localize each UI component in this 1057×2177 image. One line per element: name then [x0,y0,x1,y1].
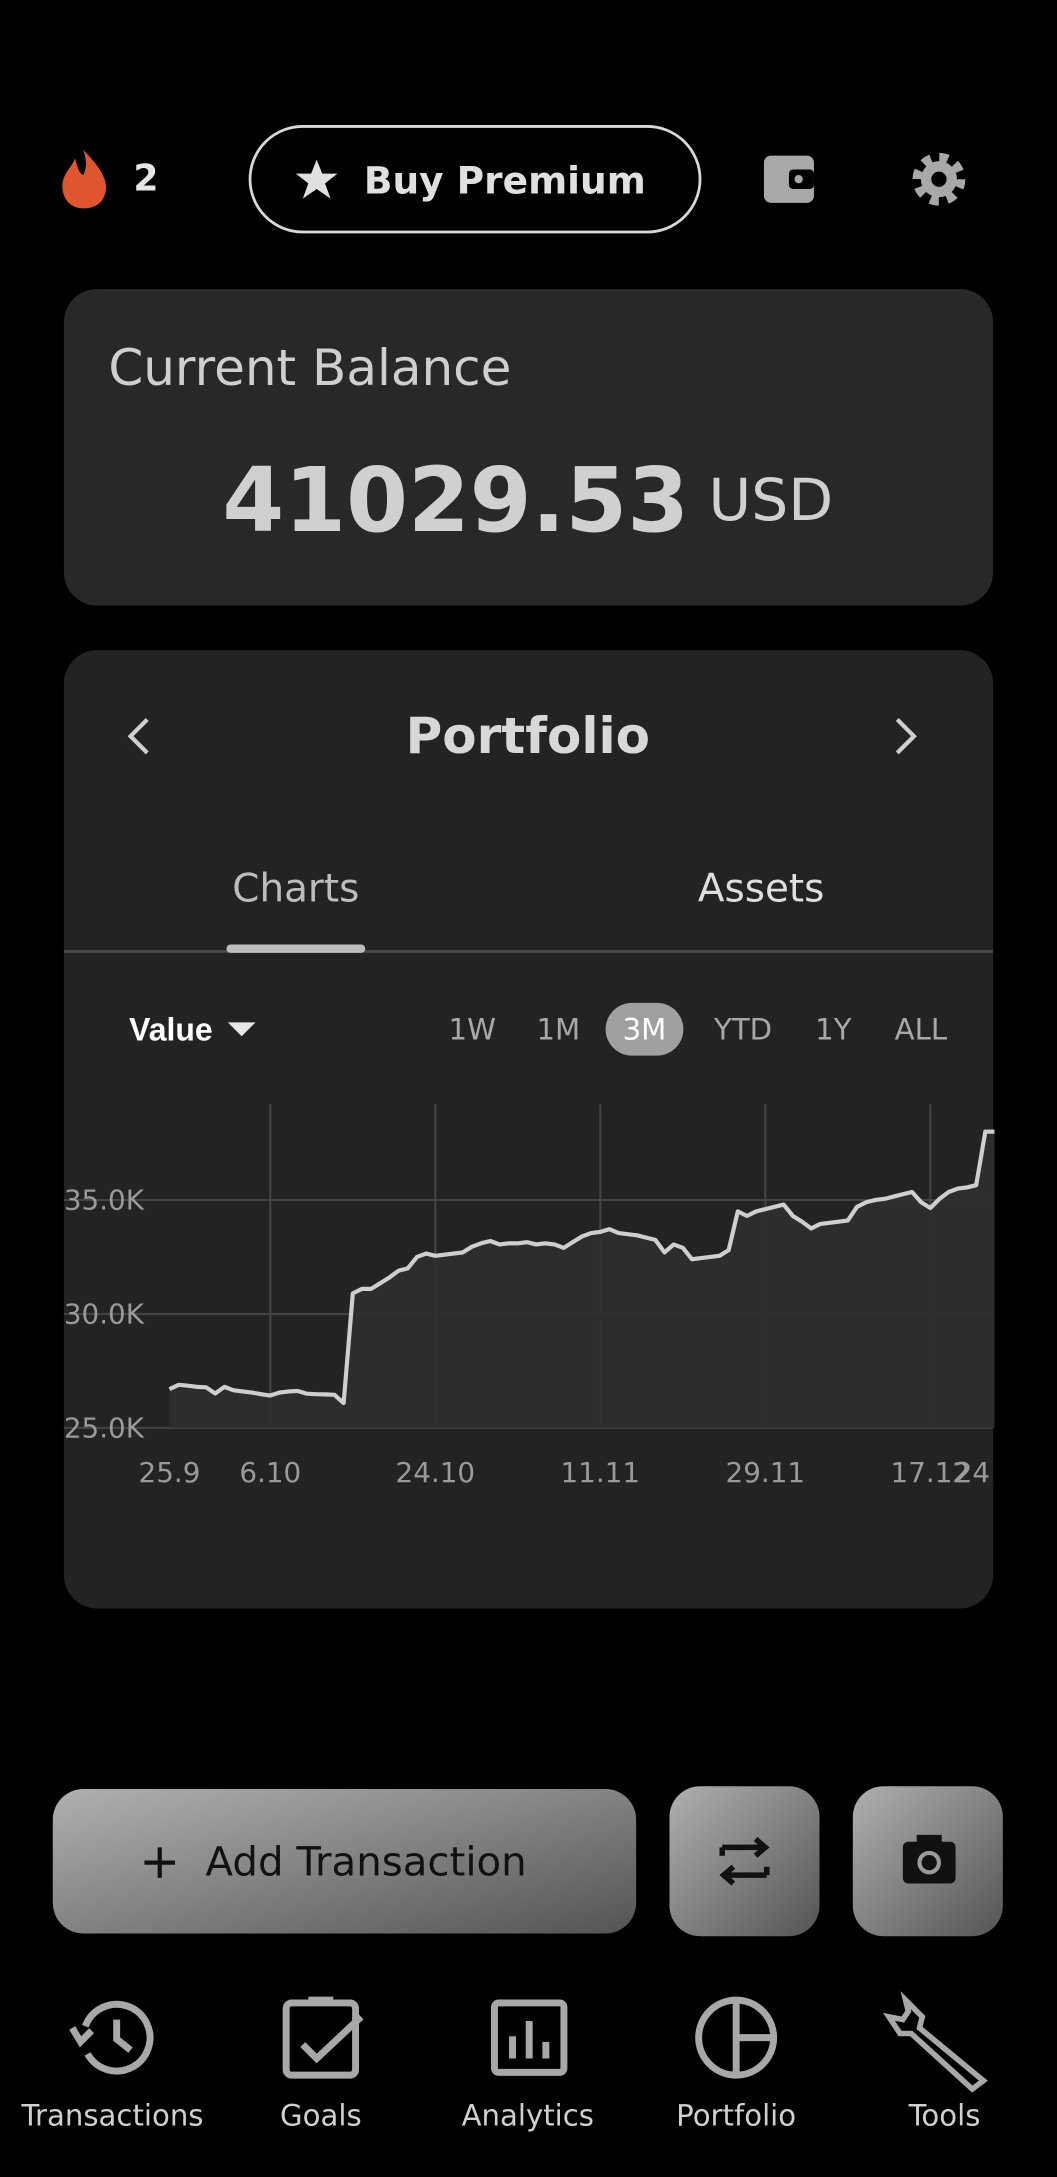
streak[interactable]: 2 [62,150,158,209]
balance-value: 41029.53 USD [222,448,833,552]
tab-indicator [226,944,366,953]
transfer-icon [719,1836,770,1886]
balance-title: Current Balance [108,339,511,397]
area [169,1131,995,1428]
camera-lens [917,1850,942,1875]
premium-label: Buy Premium [364,159,646,203]
camera-top [916,1834,942,1845]
tabs: Charts Assets [226,866,825,953]
settings-button[interactable] [912,152,966,206]
add-transaction-label: Add Transaction [206,1840,527,1886]
transfer-bg [669,1786,820,1937]
period-option[interactable]: 3M [623,1012,667,1046]
x-tick-label: 25.9 [139,1456,201,1489]
portfolio-card [63,650,994,1609]
history-hands [69,2019,133,2053]
flame-icon [62,150,107,209]
wallet-dot [794,175,803,184]
period-option[interactable]: 1W [449,1012,496,1046]
premium-button[interactable]: Buy Premium [248,125,702,234]
star-icon [295,159,338,199]
nav-label[interactable]: Tools [908,2098,981,2132]
x-axis-labels: 25.9 6.10 24.10 11.11 29.11 17.1224.12 [139,1456,1035,1489]
streak-count: 2 [133,156,158,199]
wallet-icon [763,155,814,203]
tools-icon [882,1991,988,2093]
metric-select[interactable]: Value [129,1011,212,1047]
camera-body [902,1841,956,1884]
nav-icons [69,1991,988,2093]
y-tick-label: 25.0K [64,1411,145,1444]
transfer-button[interactable] [669,1786,820,1937]
plus-icon [144,1847,176,1878]
x-tick-label: 11.11 [561,1456,641,1489]
balance-amount: 41029.53 [222,448,689,552]
prev-arrow[interactable] [127,718,149,755]
portfolio-chart: 25.0K 30.0K 35.0K 25.9 6.10 24.10 11.11 29.11 17… [64,1104,1035,1489]
gear-teeth [912,152,966,206]
nav-label[interactable]: Analytics [462,2098,594,2132]
x-tick-label: 17.12 [891,1456,971,1489]
period-option[interactable]: YTD [713,1012,772,1046]
dropdown-arrow[interactable] [227,1022,256,1037]
wallet-button[interactable] [763,155,814,203]
x-tick-label: 29.11 [726,1456,806,1489]
period-option[interactable]: 1Y [815,1012,852,1046]
next-arrow[interactable] [895,718,917,755]
tab[interactable]: Charts [232,866,359,911]
camera-button[interactable] [852,1786,1003,1937]
premium-outline [248,125,702,234]
period-selector: 1W 1M 3M YTD 1Y ALL [449,1002,948,1056]
add-transaction-button[interactable]: Add Transaction [52,1789,637,1934]
tab[interactable]: Assets [698,866,825,911]
nav-label[interactable]: Goals [280,2098,362,2132]
balance-currency: USD [709,466,834,534]
nav-label[interactable]: Portfolio [676,2098,796,2132]
add-button-bg [52,1789,637,1934]
x-tick-label: 24.12 [955,1456,1035,1489]
gear-hole [931,171,947,187]
nav-label[interactable]: Transactions [21,2098,204,2132]
y-tick-label: 30.0K [64,1297,145,1330]
portfolio-slices [732,2000,774,2076]
bottom-nav: Transactions Goals Analytics Portfolio Tools [21,2098,981,2132]
period-option[interactable]: 1M [537,1012,581,1046]
analytics-icon [490,1999,568,2076]
balance-card [63,288,994,606]
portfolio-title: Portfolio [406,707,650,765]
goals-check [300,1996,364,2064]
history-icon [79,2000,154,2075]
y-tick-label: 35.0K [64,1183,145,1216]
x-tick-label: 6.10 [239,1456,301,1489]
analytics-bars [509,2020,550,2059]
line [168,1129,995,1406]
period-highlight [605,1002,684,1056]
x-tick-label: 24.10 [396,1456,476,1489]
period-option[interactable]: ALL [895,1012,948,1046]
